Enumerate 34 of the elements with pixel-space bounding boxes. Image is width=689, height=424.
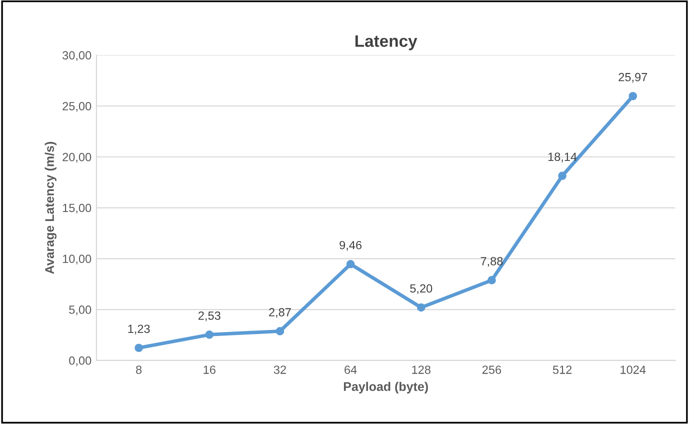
point xyxy=(488,276,496,284)
x-tick-label: 256 xyxy=(482,366,502,374)
data-label: 1,23 xyxy=(128,324,150,334)
x-tick-label: 512 xyxy=(552,366,572,374)
y-tick-label: 20,00 xyxy=(62,152,92,163)
x-tick-label: 16 xyxy=(204,366,216,374)
y-axis-title: Avarage Latency (m/s) xyxy=(44,142,57,274)
y-tick-label: 25,00 xyxy=(62,102,92,112)
x-axis-title: Payload (byte) xyxy=(344,382,428,394)
data-label: 18,14 xyxy=(548,152,577,162)
point xyxy=(416,303,426,312)
y-tick-label: 0,00 xyxy=(69,356,92,366)
point xyxy=(134,344,143,352)
data-label: 9,46 xyxy=(340,240,362,251)
point xyxy=(276,327,284,336)
data-label: 25,97 xyxy=(618,72,648,83)
data-label: 2,53 xyxy=(198,311,220,322)
data-label: 5,20 xyxy=(410,284,432,294)
x-tick-label: 32 xyxy=(274,366,286,374)
y-tick-label: 5,00 xyxy=(69,306,92,316)
x-tick-label: 8 xyxy=(136,366,142,374)
x-tick-label: 128 xyxy=(412,366,430,374)
data-label: 2,87 xyxy=(269,308,291,318)
point xyxy=(558,172,566,180)
chart-title: Latency xyxy=(355,35,418,50)
y-tick-label: 15,00 xyxy=(62,204,92,214)
data-label: 7,88 xyxy=(480,257,503,267)
y-tick-label: 30,00 xyxy=(62,51,92,61)
point xyxy=(205,330,214,339)
x-tick-label: 64 xyxy=(344,366,357,374)
point xyxy=(346,260,355,268)
y-tick-label: 10,00 xyxy=(62,254,92,264)
x-tick-label: 1024 xyxy=(620,366,646,374)
point xyxy=(628,92,638,100)
